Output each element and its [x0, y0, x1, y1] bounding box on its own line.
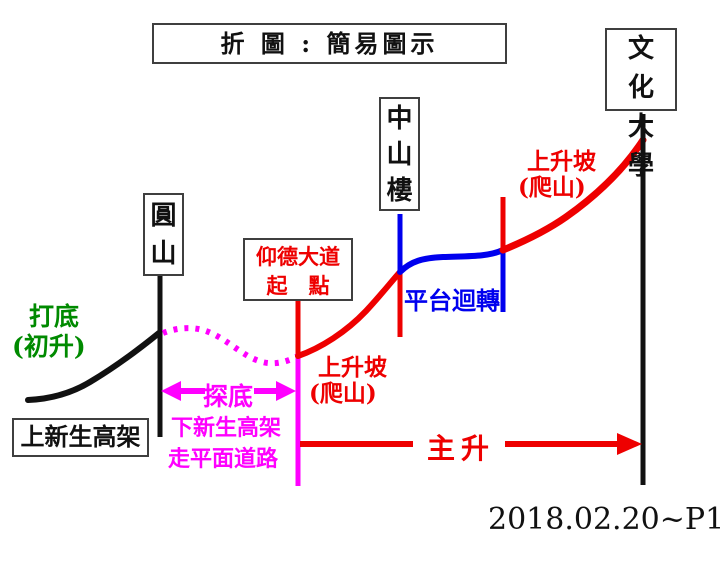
- station-box-zhongshan-hall: 中山樓: [379, 97, 420, 211]
- station-yuanshan-label: 圓山: [150, 201, 177, 269]
- label-surface-road: 走平面道路: [168, 446, 279, 472]
- title-box: 折 圖 : 簡易圖示: [152, 23, 507, 64]
- label-bottom-probe: 探底: [203, 382, 254, 411]
- label-climb-lower: 上升坡: [318, 354, 387, 381]
- label-main-rise: 主升: [427, 432, 496, 465]
- station-zhongshan-label: 中山樓: [386, 104, 413, 206]
- curve-initial-climb: [25, 330, 162, 403]
- curve-plateau-turn: [397, 247, 506, 275]
- station-wenhua-line2: 大學: [627, 112, 663, 181]
- station-box-wenhua-university: 文化 大學: [605, 28, 677, 181]
- station-box-xinsheng-viaduct: 上新生高架: [12, 418, 149, 457]
- curve-bottom-probe-dotted: [161, 325, 300, 367]
- page-title: 折 圖 : 簡易圖示: [220, 29, 439, 58]
- arrow-bottom-probe-right-head: [276, 381, 296, 401]
- label-climb-upper: 上升坡: [527, 148, 596, 175]
- arrow-bottom-probe-left-head: [161, 381, 181, 401]
- date-note: 2018.02.20~P1: [488, 502, 720, 537]
- label-base-build: 打底: [29, 302, 80, 331]
- station-yangde-line1: 仰德大道: [256, 244, 340, 269]
- main-rise-arrow-head: [617, 433, 642, 455]
- station-xinsheng-label: 上新生高架: [20, 422, 141, 451]
- station-box-yangde-start: 仰德大道 起 點: [243, 238, 353, 301]
- label-down-viaduct: 下新生高架: [171, 415, 282, 441]
- station-box-yuanshan: 圓山: [143, 193, 184, 276]
- label-base-build-sub: (初升): [12, 332, 86, 361]
- label-plateau-turn: 平台迴轉: [404, 286, 500, 315]
- station-wenhua-line1: 文化: [627, 34, 663, 103]
- curve-climb-1: [295, 269, 403, 359]
- label-climb-upper-sub: (爬山): [518, 174, 586, 201]
- station-yangde-line2: 起 點: [266, 273, 330, 298]
- curve-climb-2: [499, 136, 647, 254]
- label-climb-lower-sub: (爬山): [309, 380, 377, 407]
